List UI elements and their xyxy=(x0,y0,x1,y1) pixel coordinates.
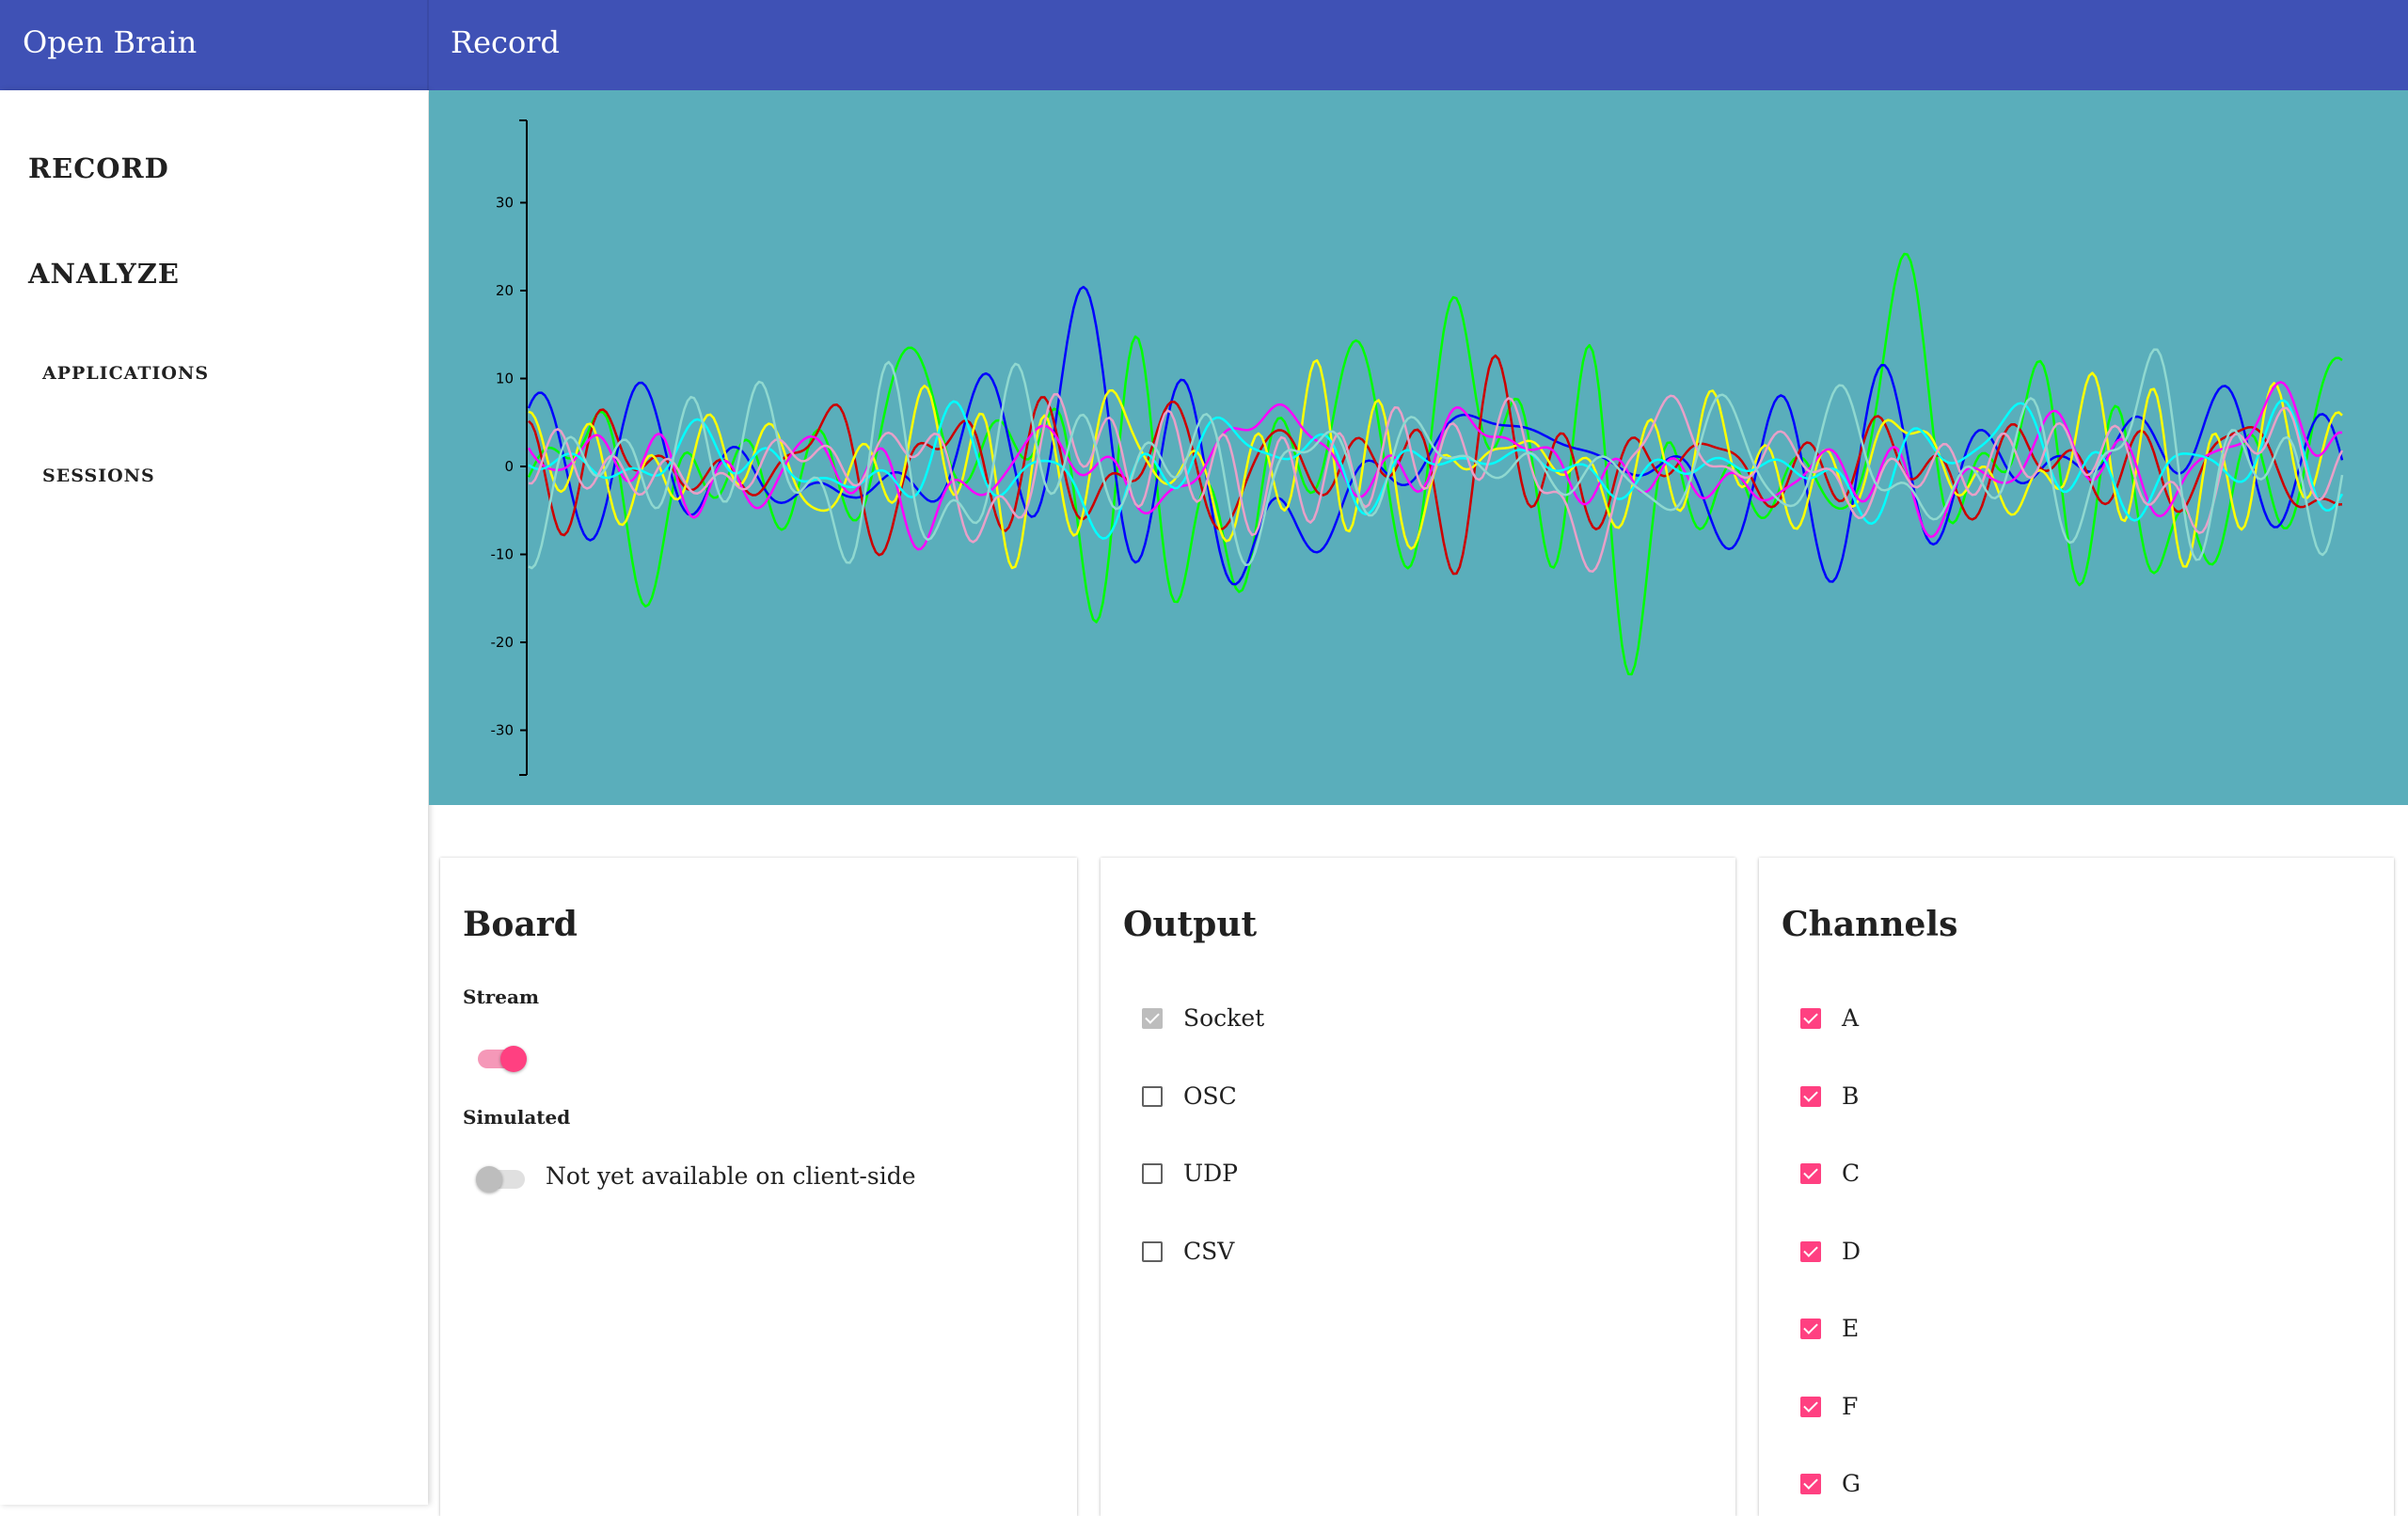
channel-checkbox[interactable] xyxy=(1800,1163,1821,1184)
simulated-toggle-thumb xyxy=(476,1166,502,1192)
sidebar-item-record[interactable]: RECORD xyxy=(28,152,169,184)
socket-checkbox[interactable] xyxy=(1142,1008,1163,1029)
channel-checkbox[interactable] xyxy=(1800,1474,1821,1494)
y-tick-label: 0 xyxy=(504,458,514,475)
stream-label: Stream xyxy=(463,986,540,1008)
channel-checkbox[interactable] xyxy=(1800,1241,1821,1262)
signal-line-5 xyxy=(527,381,2343,551)
signal-line-1 xyxy=(527,252,2343,676)
check-icon xyxy=(1803,1319,1818,1334)
check-icon xyxy=(1803,1242,1818,1257)
signal-line-8 xyxy=(528,348,2344,570)
signal-line-3 xyxy=(528,354,2343,576)
output-option-label: UDP xyxy=(1183,1160,1238,1187)
channel-label: E xyxy=(1842,1315,1860,1342)
sidebar: RECORD ANALYZE APPLICATIONS SESSIONS xyxy=(0,90,428,1505)
channel-label: G xyxy=(1842,1470,1861,1497)
check-icon xyxy=(1803,1164,1818,1179)
channels-title: Channels xyxy=(1782,905,1958,944)
output-title: Output xyxy=(1123,905,1258,944)
board-card: Board Stream Simulated Not yet available… xyxy=(440,858,1077,1516)
output-card: Output Socket OSC UDP CSV xyxy=(1101,858,1735,1516)
sidebar-item-applications[interactable]: APPLICATIONS xyxy=(42,363,210,384)
channel-checkbox[interactable] xyxy=(1800,1086,1821,1107)
channel-checkbox[interactable] xyxy=(1800,1397,1821,1417)
sidebar-item-sessions[interactable]: SESSIONS xyxy=(42,466,155,486)
check-icon xyxy=(1803,1398,1818,1413)
channels-card: Channels A B C D E F G xyxy=(1759,858,2394,1516)
check-icon xyxy=(1803,1475,1818,1490)
channel-label: D xyxy=(1842,1238,1861,1265)
eeg-chart: 30 20 10 0 -10 -20 -30 xyxy=(429,90,2408,805)
eeg-chart-svg: 30 20 10 0 -10 -20 -30 xyxy=(491,119,2344,776)
check-icon xyxy=(1145,1009,1160,1024)
y-tick-label: -30 xyxy=(491,722,515,739)
check-icon xyxy=(1803,1009,1818,1024)
check-icon xyxy=(1803,1087,1818,1102)
channel-label: C xyxy=(1842,1160,1861,1187)
output-option-label: OSC xyxy=(1183,1082,1237,1110)
stream-toggle-thumb xyxy=(500,1046,527,1072)
y-tick-label: -10 xyxy=(491,546,515,563)
app-title: Open Brain xyxy=(23,24,198,60)
osc-checkbox[interactable] xyxy=(1142,1086,1163,1107)
stream-toggle[interactable] xyxy=(474,1038,527,1076)
board-title: Board xyxy=(463,905,578,944)
output-option-label: CSV xyxy=(1183,1238,1235,1265)
udp-checkbox[interactable] xyxy=(1142,1163,1163,1184)
signal-line-7 xyxy=(528,392,2344,573)
simulated-note: Not yet available on client-side xyxy=(546,1162,916,1190)
y-tick-label: 20 xyxy=(496,282,514,299)
y-tick-label: -20 xyxy=(491,634,515,651)
page-title: Record xyxy=(451,24,560,60)
channel-label: F xyxy=(1842,1393,1859,1420)
simulated-label: Simulated xyxy=(463,1106,571,1129)
channel-checkbox[interactable] xyxy=(1800,1319,1821,1339)
channel-checkbox[interactable] xyxy=(1800,1008,1821,1029)
y-tick-label: 30 xyxy=(496,195,514,212)
app-bar: Open Brain Record xyxy=(0,0,2408,90)
output-option-label: Socket xyxy=(1183,1004,1265,1032)
simulated-toggle[interactable] xyxy=(474,1159,527,1196)
channel-label: A xyxy=(1842,1004,1860,1032)
app-bar-divider xyxy=(427,0,429,90)
y-tick-label: 10 xyxy=(496,371,514,387)
csv-checkbox[interactable] xyxy=(1142,1241,1163,1262)
sidebar-item-analyze[interactable]: ANALYZE xyxy=(28,258,181,290)
channel-label: B xyxy=(1842,1082,1860,1110)
